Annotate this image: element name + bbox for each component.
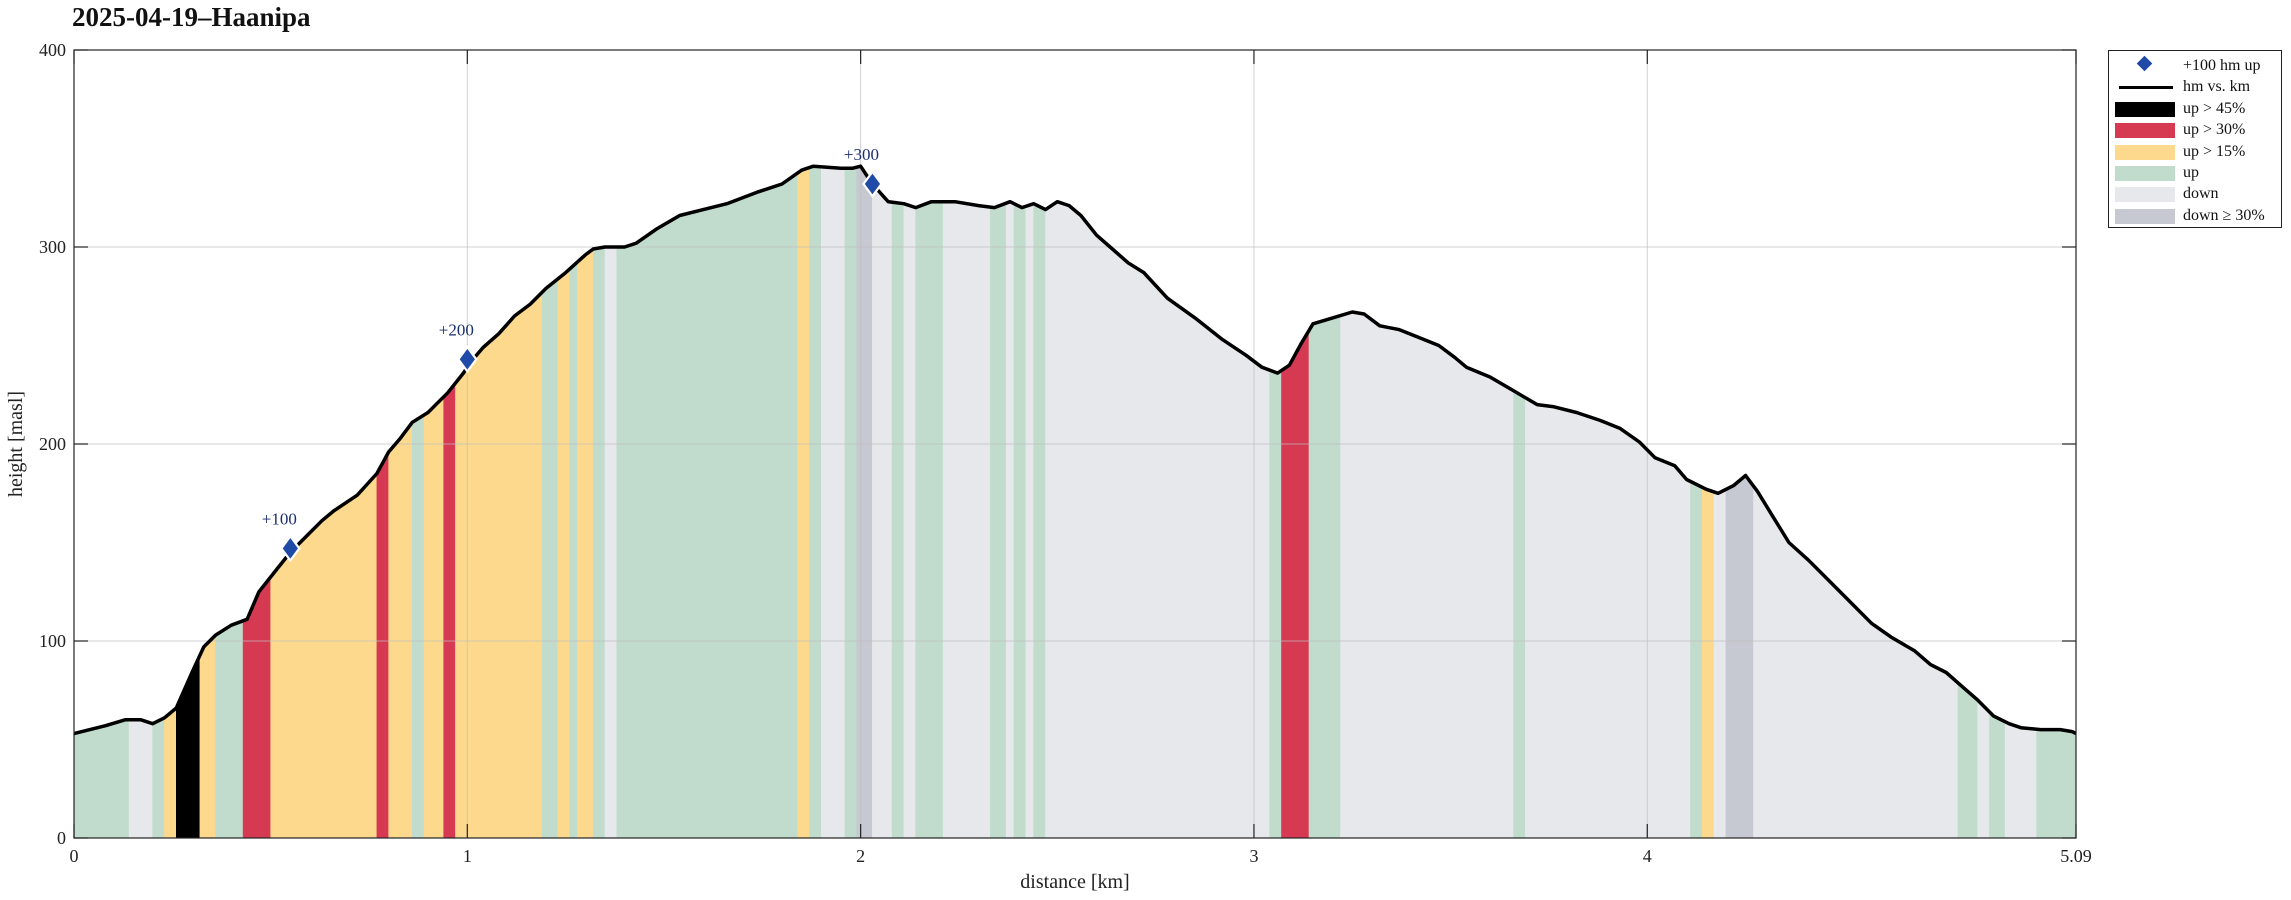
hm-marker bbox=[456, 345, 478, 374]
band-up bbox=[891, 201, 905, 839]
band-up bbox=[1513, 390, 1526, 839]
line-swatch bbox=[2119, 86, 2173, 90]
band-up-30 bbox=[376, 451, 389, 839]
band-down bbox=[1045, 201, 1270, 839]
band-up-15 bbox=[423, 395, 444, 839]
legend-item-down-30: down ≥ 30% bbox=[2115, 206, 2280, 226]
y-tick-label: 300 bbox=[39, 237, 66, 257]
y-axis-label: height [masl] bbox=[5, 391, 27, 497]
chart-title: 2025-04-19–Haanipa bbox=[72, 2, 311, 32]
band-up bbox=[215, 620, 244, 839]
band-up-15 bbox=[557, 268, 570, 839]
band-down bbox=[1025, 203, 1034, 839]
color-swatch bbox=[2115, 187, 2175, 203]
y-tick-label: 200 bbox=[39, 434, 66, 454]
band-down bbox=[128, 719, 153, 839]
x-tick-label: 2 bbox=[856, 846, 865, 866]
elevation-line bbox=[73, 164, 2077, 736]
legend-label: up > 45% bbox=[2183, 99, 2246, 117]
band-up-15 bbox=[797, 167, 810, 839]
legend: +100 hm up hm vs. km up > 45% up > 30% up > … bbox=[2108, 50, 2282, 228]
band-down bbox=[942, 201, 991, 839]
band-up bbox=[1989, 711, 2006, 839]
legend-label: +100 hm up bbox=[2183, 57, 2261, 74]
y-tick-label: 400 bbox=[39, 40, 66, 60]
band-up bbox=[1957, 682, 1978, 839]
band-down bbox=[2004, 721, 2037, 839]
x-tick-label: 1 bbox=[463, 846, 472, 866]
band-down bbox=[1005, 201, 1015, 839]
legend-label: down bbox=[2183, 185, 2219, 203]
band-up bbox=[592, 246, 606, 839]
band-up bbox=[2036, 728, 2077, 839]
hm-marker bbox=[279, 534, 301, 563]
band-down bbox=[903, 203, 916, 839]
axis-ticks: 0 1 2 3 4 5.09 0 100 200 300 400 bbox=[39, 40, 2092, 866]
band-up bbox=[412, 414, 425, 839]
band-up bbox=[1690, 480, 1703, 839]
x-axis-label: distance [km] bbox=[1020, 871, 1129, 893]
band-up bbox=[1033, 203, 1046, 839]
band-up-15 bbox=[1702, 486, 1715, 839]
legend-item-line: hm vs. km bbox=[2115, 77, 2280, 97]
band-up bbox=[1269, 369, 1282, 839]
x-tick-label: 0 bbox=[70, 846, 79, 866]
legend-item-up: up bbox=[2115, 163, 2280, 183]
band-down bbox=[1977, 699, 1990, 839]
band-up bbox=[541, 278, 559, 839]
band-up bbox=[990, 202, 1007, 839]
band-up bbox=[1308, 315, 1341, 839]
hm-marker bbox=[862, 169, 883, 198]
diamond-icon bbox=[2136, 55, 2153, 72]
band-up bbox=[616, 172, 798, 839]
band-up-15 bbox=[455, 291, 543, 839]
band-down bbox=[872, 183, 893, 839]
x-tick-label: 5.09 bbox=[2060, 846, 2092, 866]
color-swatch bbox=[2115, 144, 2175, 160]
band-up-30 bbox=[443, 382, 456, 839]
hm-marker-label: +300 bbox=[844, 145, 879, 164]
legend-item-up-30: up > 30% bbox=[2115, 120, 2280, 140]
band-up bbox=[1013, 203, 1027, 839]
band-down-30 bbox=[1725, 475, 1754, 839]
legend-item-marker: +100 hm up bbox=[2115, 55, 2280, 76]
hm-marker-label: +200 bbox=[439, 320, 474, 339]
legend-label: up bbox=[2183, 164, 2199, 181]
band-up bbox=[844, 166, 857, 839]
x-tick-label: 4 bbox=[1643, 846, 1652, 866]
gradient-bands bbox=[73, 165, 2077, 839]
band-up bbox=[152, 717, 165, 839]
band-up bbox=[569, 261, 578, 839]
band-up bbox=[73, 719, 130, 839]
legend-label: down ≥ 30% bbox=[2183, 206, 2265, 224]
band-up-15 bbox=[577, 248, 594, 839]
band-up-30 bbox=[1281, 329, 1310, 839]
legend-item-up-45: up > 45% bbox=[2115, 99, 2280, 119]
color-swatch bbox=[2115, 208, 2175, 224]
legend-label: hm vs. km bbox=[2183, 78, 2251, 96]
y-tick-label: 100 bbox=[39, 631, 66, 651]
band-up-15 bbox=[164, 707, 177, 839]
legend-label: up > 15% bbox=[2183, 142, 2246, 160]
band-down-30 bbox=[856, 165, 873, 839]
band-down bbox=[1340, 311, 1514, 839]
band-down bbox=[821, 166, 846, 839]
x-tick-label: 3 bbox=[1249, 846, 1258, 866]
color-swatch bbox=[2115, 123, 2175, 139]
band-up bbox=[915, 201, 944, 839]
y-tick-label: 0 bbox=[57, 828, 66, 848]
legend-item-up-15: up > 15% bbox=[2115, 142, 2280, 162]
color-swatch bbox=[2115, 101, 2175, 117]
band-up-15 bbox=[199, 634, 216, 839]
band-up bbox=[809, 165, 822, 839]
color-swatch bbox=[2115, 166, 2175, 181]
hm-markers: +100 +200 +300 bbox=[262, 145, 883, 563]
band-down bbox=[1713, 488, 1727, 839]
legend-item-down: down bbox=[2115, 184, 2280, 204]
hm-marker-label: +100 bbox=[262, 509, 297, 528]
band-up-15 bbox=[388, 421, 413, 839]
legend-label: up > 30% bbox=[2183, 121, 2246, 139]
band-down bbox=[604, 246, 618, 839]
